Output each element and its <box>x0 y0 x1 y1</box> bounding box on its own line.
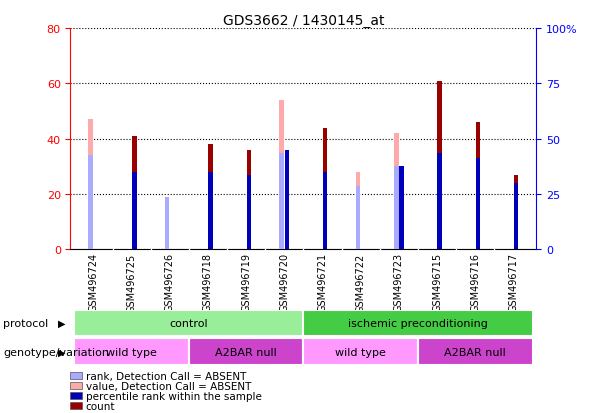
Text: A2BAR null: A2BAR null <box>444 347 506 357</box>
Text: control: control <box>170 318 208 328</box>
Bar <box>303 310 533 337</box>
Text: GSM496716: GSM496716 <box>470 253 480 312</box>
Text: GSM496726: GSM496726 <box>165 253 175 312</box>
Text: GSM496720: GSM496720 <box>280 253 289 312</box>
Bar <box>246 150 251 250</box>
Text: GSM496715: GSM496715 <box>432 253 442 312</box>
Bar <box>394 134 398 250</box>
Text: percentile rank within the sample: percentile rank within the sample <box>86 391 262 401</box>
Text: GSM496719: GSM496719 <box>241 253 251 312</box>
Bar <box>356 186 360 250</box>
Bar <box>356 173 360 250</box>
Bar <box>514 183 519 250</box>
Text: GSM496722: GSM496722 <box>356 253 366 312</box>
Bar <box>165 197 169 250</box>
Text: protocol: protocol <box>3 318 48 328</box>
Text: rank, Detection Call = ABSENT: rank, Detection Call = ABSENT <box>86 371 246 381</box>
Text: GSM496723: GSM496723 <box>394 253 404 312</box>
Text: GSM496721: GSM496721 <box>318 253 327 312</box>
Text: count: count <box>86 401 115 411</box>
Bar <box>132 173 137 250</box>
Text: GSM496725: GSM496725 <box>127 253 137 312</box>
Bar <box>280 101 284 250</box>
Bar <box>74 339 189 366</box>
Bar <box>476 159 480 250</box>
Text: GSM496724: GSM496724 <box>88 253 99 312</box>
Text: ▶: ▶ <box>58 318 66 328</box>
Bar <box>438 153 442 250</box>
Text: GDS3662 / 1430145_at: GDS3662 / 1430145_at <box>223 14 384 28</box>
Bar <box>394 167 398 250</box>
Bar <box>323 128 327 250</box>
Bar <box>208 145 213 250</box>
Bar <box>418 339 533 366</box>
Text: wild type: wild type <box>106 347 157 357</box>
Bar <box>88 156 93 250</box>
Text: genotype/variation: genotype/variation <box>3 347 109 357</box>
Bar <box>88 120 93 250</box>
Bar <box>514 175 519 250</box>
Bar <box>438 81 442 250</box>
Text: ▶: ▶ <box>58 347 66 357</box>
Text: GSM496717: GSM496717 <box>508 253 519 312</box>
Text: A2BAR null: A2BAR null <box>215 347 277 357</box>
Bar <box>74 310 303 337</box>
Bar <box>323 173 327 250</box>
Bar <box>208 173 213 250</box>
Bar <box>132 137 137 250</box>
Bar <box>476 123 480 250</box>
Text: value, Detection Call = ABSENT: value, Detection Call = ABSENT <box>86 381 251 391</box>
Bar <box>246 175 251 250</box>
Bar <box>280 153 284 250</box>
Bar <box>284 150 289 250</box>
Bar <box>189 339 303 366</box>
Text: ischemic preconditioning: ischemic preconditioning <box>348 318 488 328</box>
Bar <box>399 167 404 250</box>
Text: GSM496718: GSM496718 <box>203 253 213 312</box>
Bar <box>303 339 418 366</box>
Text: wild type: wild type <box>335 347 386 357</box>
Bar <box>165 209 169 250</box>
